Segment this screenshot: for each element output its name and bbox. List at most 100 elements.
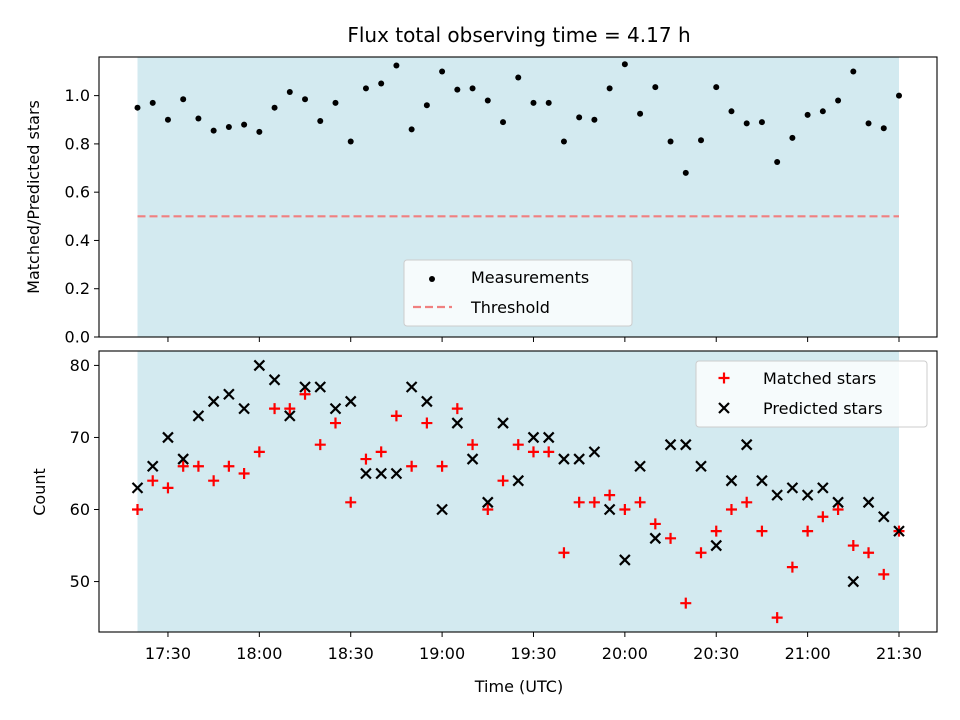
y-tick-label: 70 bbox=[70, 428, 90, 447]
measurement-point bbox=[439, 68, 446, 75]
measurement-point bbox=[865, 120, 872, 127]
top-y-axis-title: Matched/Predicted stars bbox=[24, 100, 43, 294]
matched-star-point bbox=[192, 460, 204, 472]
matched-star-point bbox=[649, 518, 661, 530]
measurement-point bbox=[484, 97, 491, 104]
predicted-star-point bbox=[893, 525, 905, 537]
measurement-point bbox=[667, 138, 674, 145]
measurement-point bbox=[637, 110, 644, 117]
matched-star-point bbox=[878, 568, 890, 580]
predicted-star-point bbox=[877, 510, 890, 523]
x-tick-label: 18:00 bbox=[236, 644, 282, 663]
measurement-point bbox=[515, 74, 522, 81]
matched-star-point bbox=[634, 496, 646, 508]
matched-star-point bbox=[604, 489, 616, 501]
measurement-point bbox=[164, 116, 171, 123]
legend-box bbox=[695, 360, 928, 428]
measurement-point bbox=[606, 85, 613, 92]
predicted-star-point bbox=[817, 482, 829, 494]
measurement-point bbox=[225, 124, 232, 130]
matched-star-point bbox=[375, 446, 387, 458]
matched-star-point bbox=[665, 532, 677, 544]
measurement-point bbox=[180, 96, 187, 103]
measurement-point bbox=[591, 116, 598, 123]
legend: Measurements Threshold bbox=[403, 259, 633, 327]
matched-star-point bbox=[695, 547, 707, 559]
measurement-point bbox=[286, 89, 293, 95]
measurement-point bbox=[271, 104, 278, 111]
matched-star-point bbox=[253, 446, 265, 458]
legend-label: Predicted stars bbox=[763, 399, 883, 418]
x-tick-label: 18:30 bbox=[328, 644, 374, 663]
legend-label: Threshold bbox=[470, 298, 550, 317]
x-tick-label: 20:00 bbox=[602, 644, 648, 663]
measurement-point bbox=[560, 138, 567, 145]
y-tick-label: 0.0 bbox=[65, 328, 90, 347]
matched-star-point bbox=[360, 453, 372, 465]
matched-star-point bbox=[208, 475, 220, 487]
matched-star-point bbox=[725, 504, 737, 516]
matched-star-point bbox=[329, 417, 341, 429]
predicted-star-point bbox=[299, 381, 311, 393]
predicted-star-point bbox=[558, 453, 570, 465]
predicted-star-point bbox=[162, 431, 174, 444]
matched-star-point bbox=[299, 388, 311, 400]
measurement-point bbox=[149, 99, 156, 106]
measurement-point bbox=[896, 92, 902, 99]
axes-frame bbox=[98, 56, 938, 338]
predicted-star-point bbox=[131, 482, 144, 494]
matched-star-point bbox=[832, 504, 844, 516]
matched-star-point bbox=[527, 446, 539, 458]
series-matched-stars bbox=[132, 388, 905, 624]
predicted-star-point bbox=[725, 474, 738, 487]
predicted-star-point bbox=[832, 496, 844, 509]
series-measurements bbox=[134, 61, 902, 176]
measurement-point bbox=[317, 117, 324, 124]
predicted-star-point bbox=[603, 503, 616, 516]
measurement-point bbox=[241, 121, 248, 128]
matched-star-point bbox=[390, 410, 402, 422]
measurement-point bbox=[850, 68, 857, 75]
measurement-point bbox=[469, 85, 476, 92]
matched-star-point bbox=[284, 403, 296, 415]
legend-label: Matched stars bbox=[763, 369, 876, 388]
measurement-point bbox=[210, 127, 217, 134]
matched-star-point bbox=[147, 475, 159, 487]
y-tick-label: 80 bbox=[70, 356, 90, 375]
measurement-point bbox=[256, 128, 263, 135]
measurement-point bbox=[302, 96, 309, 103]
predicted-star-point bbox=[771, 489, 783, 501]
measurement-point bbox=[743, 120, 750, 127]
measurement-point bbox=[652, 84, 659, 91]
measurement-point bbox=[804, 111, 811, 118]
predicted-star-point bbox=[710, 539, 723, 552]
predicted-star-point bbox=[344, 395, 357, 408]
predicted-star-point bbox=[314, 381, 327, 393]
matched-star-point bbox=[269, 403, 281, 415]
matched-star-point bbox=[710, 525, 722, 537]
matched-star-point bbox=[177, 460, 189, 472]
measurement-point bbox=[134, 104, 141, 111]
measurement-point bbox=[576, 114, 583, 121]
predicted-star-point bbox=[542, 431, 555, 444]
predicted-star-point bbox=[497, 417, 509, 429]
predicted-star-point bbox=[695, 460, 707, 473]
matched-star-point bbox=[543, 446, 555, 458]
legend-swatch-matched bbox=[718, 372, 730, 384]
predicted-star-point bbox=[421, 395, 433, 408]
axes-frame bbox=[98, 350, 938, 633]
x-tick-label: 17:30 bbox=[145, 644, 191, 663]
predicted-star-point bbox=[177, 453, 189, 465]
predicted-star-point bbox=[482, 496, 494, 509]
predicted-star-point bbox=[390, 467, 403, 480]
predicted-star-point bbox=[223, 388, 235, 401]
predicted-star-point bbox=[634, 460, 646, 473]
predicted-star-point bbox=[405, 381, 418, 393]
measurement-point bbox=[378, 80, 385, 87]
predicted-star-point bbox=[680, 438, 692, 451]
predicted-star-point bbox=[801, 489, 814, 501]
y-tick-label: 0.6 bbox=[65, 183, 90, 202]
measurement-point bbox=[789, 134, 796, 141]
legend-swatch-predicted bbox=[718, 402, 730, 414]
